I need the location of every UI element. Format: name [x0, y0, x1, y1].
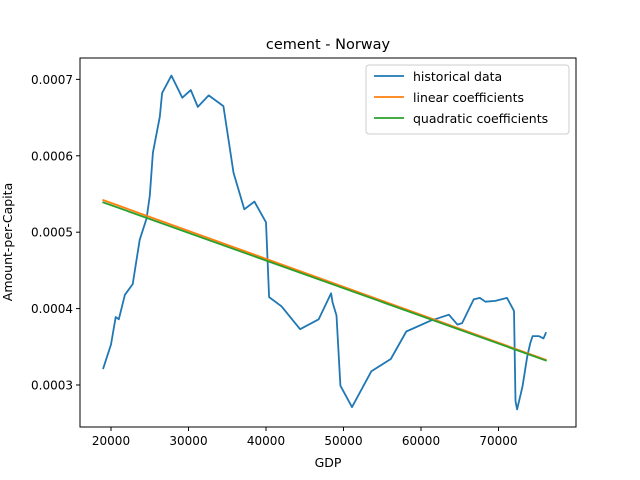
x-tick-label: 40000	[247, 434, 285, 448]
legend-label-linear: linear coefficients	[413, 90, 524, 105]
y-tick-label: 0.0005	[31, 226, 73, 240]
x-tick-label: 20000	[92, 434, 130, 448]
x-tick-label: 60000	[402, 434, 440, 448]
legend-box	[365, 64, 570, 135]
chart-title: cement - Norway	[266, 37, 391, 53]
linear-coefficients-line	[102, 198, 547, 361]
y-axis-label: Amount-per-Capita	[0, 183, 15, 301]
legend-label-quadratic: quadratic coefficients	[413, 111, 548, 126]
x-tick-label: 30000	[169, 434, 207, 448]
legend-label-historical: historical data	[413, 69, 502, 84]
y-tick-label: 0.0004	[31, 302, 73, 316]
x-axis-label: GDP	[315, 455, 342, 470]
y-tick-label: 0.0006	[31, 149, 73, 163]
quadratic-coefficients-line	[102, 201, 547, 362]
x-axis-ticks: 20000 30000 40000 50000 60000 70000	[92, 427, 518, 448]
historical-data-line	[102, 74, 547, 411]
y-tick-label: 0.0007	[31, 73, 73, 87]
x-tick-label: 70000	[479, 434, 517, 448]
plot-lines	[102, 74, 547, 411]
x-tick-label: 50000	[324, 434, 362, 448]
y-tick-label: 0.0003	[31, 378, 73, 392]
plot-frame	[79, 57, 577, 428]
legend: historical data linear coefficients quad…	[365, 64, 570, 135]
y-axis-ticks: 0.0003 0.0004 0.0005 0.0006 0.0007	[31, 73, 80, 392]
